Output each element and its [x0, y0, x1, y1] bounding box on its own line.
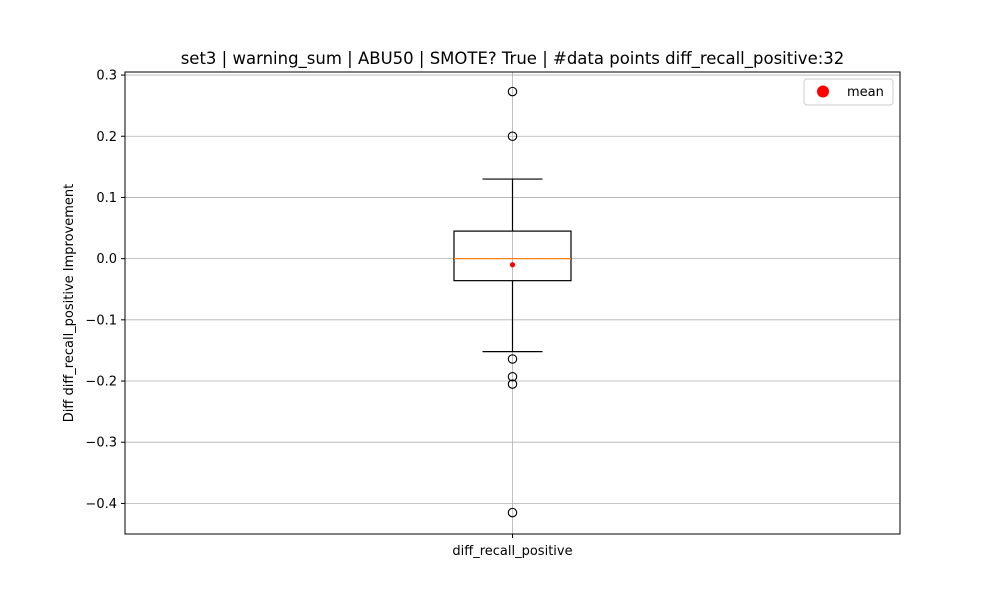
y-tick-label: 0.1	[96, 191, 117, 206]
box-plot	[453, 86, 572, 518]
y-tick-label: −0.3	[85, 436, 117, 451]
outlier-point	[507, 86, 518, 97]
outlier-point	[507, 371, 518, 382]
legend-mean-label: mean	[847, 85, 884, 100]
y-tick-label: 0.2	[96, 130, 117, 145]
y-tick-label: −0.2	[85, 375, 117, 390]
y-tick-label: 0.3	[96, 69, 117, 84]
outlier-point	[507, 507, 518, 518]
x-axis-ticks: diff_recall_positive	[452, 534, 573, 559]
outlier-point	[507, 354, 518, 364]
outlier-point	[507, 131, 518, 142]
y-tick-label: −0.1	[85, 313, 117, 328]
y-axis-label: Diff diff_recall_positive Improvement	[62, 184, 77, 423]
chart-title: set3 | warning_sum | ABU50 | SMOTE? True…	[181, 49, 845, 69]
outlier-point	[507, 379, 518, 389]
mean-point	[509, 262, 516, 268]
legend: mean	[803, 78, 894, 106]
x-tick-label: diff_recall_positive	[452, 544, 572, 559]
box-iqr	[453, 230, 572, 282]
y-tick-label: −0.4	[85, 497, 117, 512]
legend-frame	[803, 78, 894, 106]
y-tick-label: 0.0	[96, 252, 117, 267]
legend-mean-marker	[817, 85, 829, 98]
y-axis-ticks: −0.4 −0.3 −0.2 −0.1 0.0 0.1 0.2 0.3	[85, 69, 125, 512]
